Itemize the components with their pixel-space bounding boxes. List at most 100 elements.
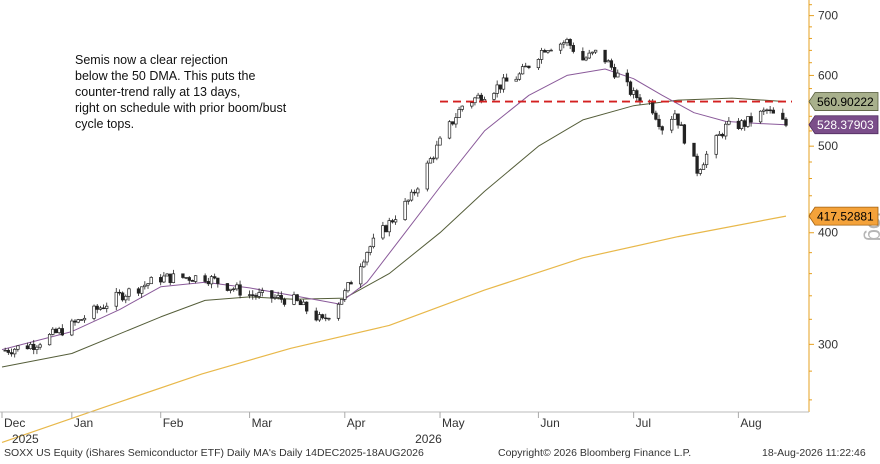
candle-body: [657, 118, 661, 127]
candle-body: [3, 349, 7, 352]
candle-body: [749, 116, 753, 123]
candle-body: [6, 349, 10, 353]
candle-body: [346, 282, 350, 292]
candle-body: [9, 352, 14, 355]
candle-body: [628, 81, 633, 95]
candle-body: [673, 113, 677, 120]
candle-body: [781, 112, 785, 120]
candle-body: [57, 328, 61, 334]
price-badge: 528.37903: [808, 115, 879, 135]
candle-body: [282, 299, 287, 305]
candle-body: [558, 43, 563, 51]
candle-body: [181, 273, 185, 278]
candle-body: [114, 291, 118, 307]
candle-body: [520, 66, 525, 75]
candle-body: [784, 118, 788, 126]
candle-body: [692, 142, 696, 157]
candle-body: [270, 290, 274, 299]
candle-body: [390, 220, 395, 223]
candle-body: [216, 277, 220, 284]
candle-body: [73, 320, 77, 323]
x-tick-label: Feb: [163, 416, 184, 430]
y-tick-label: 400: [818, 226, 838, 240]
candle-body: [35, 346, 39, 350]
candle-body: [536, 59, 541, 69]
candle-body: [365, 252, 369, 263]
candle-body: [546, 50, 550, 53]
candle-body: [292, 294, 296, 305]
candle-body: [343, 290, 347, 300]
candle-body: [327, 317, 331, 320]
candle-body: [501, 77, 506, 90]
candle-body: [409, 191, 414, 201]
candle-body: [190, 280, 195, 282]
candle-body: [631, 90, 636, 95]
candle-body: [165, 273, 169, 277]
candle-body: [432, 157, 436, 160]
candle-body: [136, 288, 141, 294]
x-tick-label: Apr: [347, 416, 366, 430]
price-badge: 417.52881: [808, 206, 879, 226]
candle-body: [581, 51, 585, 61]
x-tick-label: Jun: [540, 416, 559, 430]
candle-body: [416, 188, 420, 194]
candle-body: [495, 84, 499, 94]
annotation-line-4: right on schedule with prior boom/bust: [75, 101, 287, 115]
candle-body: [543, 50, 547, 53]
x-tick-label: Jul: [636, 416, 651, 430]
price-badge-label: 417.52881: [817, 210, 874, 224]
candle-body: [247, 294, 252, 296]
chart-annotation: Semis now a clear rejection below the 50…: [75, 52, 335, 132]
candle-body: [257, 292, 261, 297]
candle-body: [260, 290, 264, 293]
candle-body: [140, 286, 144, 294]
candle-body: [213, 276, 217, 279]
candle-body: [498, 84, 502, 90]
candle-body: [743, 120, 747, 127]
candle-body: [606, 60, 610, 63]
candle-body: [187, 277, 191, 281]
candle-body: [38, 344, 42, 348]
candle-body: [717, 133, 721, 136]
candle-body: [593, 49, 598, 53]
candle-body: [517, 73, 522, 80]
candle-body: [98, 307, 103, 310]
annotation-line-5: cycle tops.: [75, 117, 135, 131]
badges-layer: 560.90222 528.37903 417.52881: [808, 92, 879, 226]
candle-body: [571, 45, 575, 52]
candle-body: [317, 314, 322, 321]
x-tick-label: Dec: [4, 416, 25, 430]
candle-body: [660, 126, 664, 131]
candle-body: [435, 144, 439, 159]
candle-body: [117, 291, 122, 294]
candle-body: [505, 77, 509, 82]
ma-short-line: [1, 68, 787, 351]
candle-body: [184, 277, 188, 279]
candle-body: [171, 273, 176, 283]
candle-body: [368, 246, 372, 253]
candle-body: [768, 109, 772, 112]
price-badge-label: 528.37903: [817, 118, 874, 132]
candle-body: [127, 288, 131, 297]
candle-body: [479, 94, 483, 102]
candle-body: [232, 288, 236, 291]
ma-200-layer: [1, 215, 787, 443]
candle-body: [698, 169, 702, 174]
candle-body: [403, 200, 407, 220]
candle-body: [470, 102, 474, 107]
candle-body: [381, 225, 385, 239]
candle-body: [565, 39, 569, 44]
price-badge: 560.90222: [808, 92, 879, 111]
candle-body: [251, 294, 255, 296]
candle-body: [95, 305, 99, 310]
candle-body: [451, 121, 455, 125]
candle-body: [146, 283, 150, 286]
candle-body: [47, 334, 52, 346]
candle-body: [276, 295, 280, 298]
candle-body: [746, 116, 750, 127]
candle-body: [454, 117, 458, 125]
candle-body: [101, 307, 106, 310]
candle-body: [590, 51, 595, 54]
